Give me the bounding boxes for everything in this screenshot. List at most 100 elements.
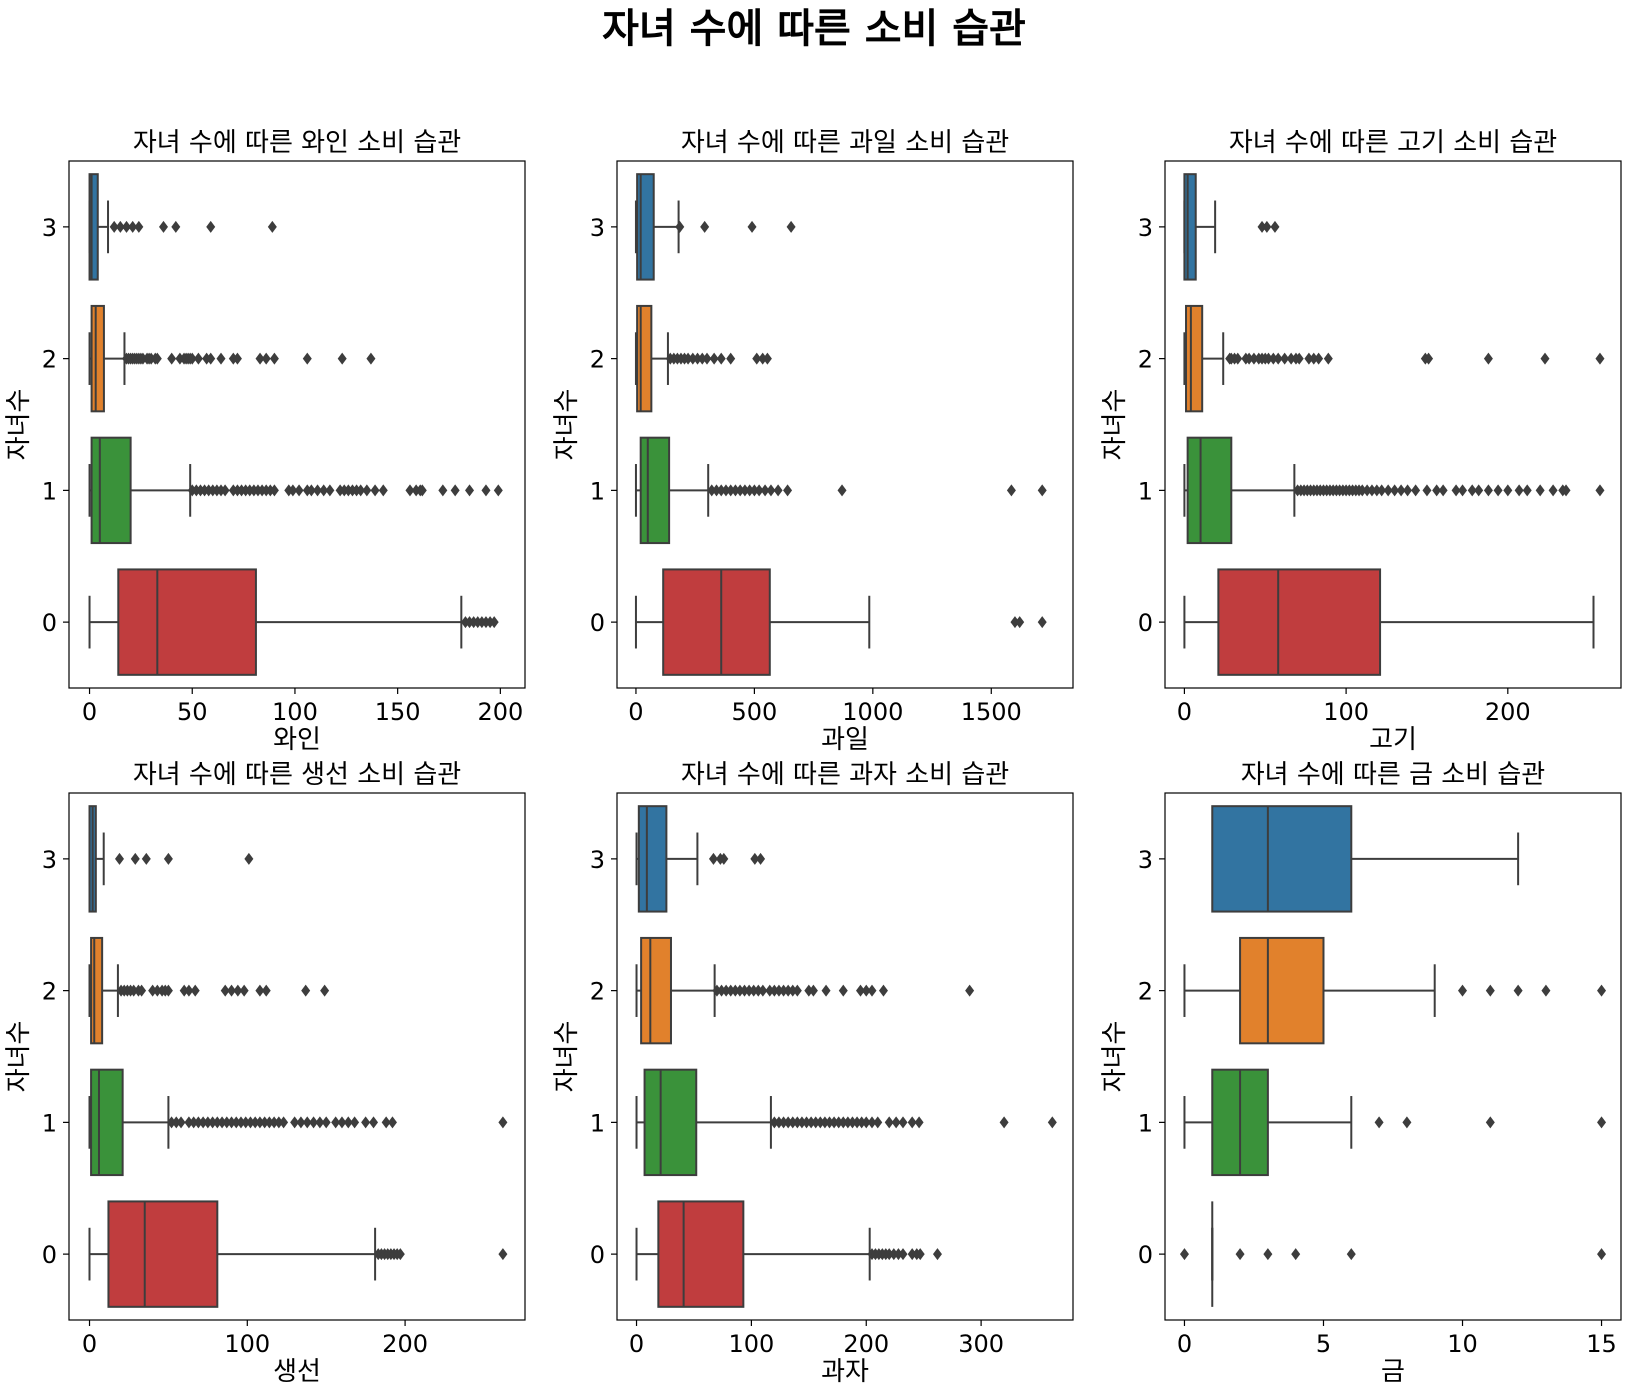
outlier-point: [1403, 484, 1413, 497]
x-tick-label: 200: [1485, 698, 1531, 726]
iqr-box: [657, 1200, 745, 1308]
box-0: [88, 1200, 508, 1308]
outlier-point: [319, 484, 329, 497]
outlier-point: [1314, 352, 1324, 365]
outlier-point: [792, 1116, 802, 1129]
y-tick-label: 3: [590, 214, 605, 242]
outlier-point: [1597, 984, 1607, 997]
y-tick-label: 0: [1138, 609, 1153, 637]
outlier-point: [294, 484, 304, 497]
iqr-box: [90, 936, 104, 1045]
outlier-point: [861, 984, 871, 997]
outlier-point: [856, 984, 866, 997]
outlier-point: [370, 484, 380, 497]
x-tick-label: 1000: [842, 698, 903, 726]
y-axis-label: 자녀수: [1100, 1021, 1130, 1093]
iqr-box: [107, 1200, 219, 1308]
box-1: [634, 436, 1047, 545]
outlier-point: [1374, 1116, 1384, 1129]
outlier-point: [189, 1116, 199, 1129]
outlier-point: [693, 352, 703, 365]
box-0: [635, 1200, 942, 1308]
outlier-point: [233, 984, 243, 997]
plot-frame: [68, 792, 526, 1321]
outlier-point: [1422, 484, 1432, 497]
outlier-point: [774, 984, 784, 997]
x-tick-label: 200: [843, 1330, 889, 1358]
x-tick-label: 0: [82, 1330, 97, 1358]
y-tick-label: 2: [42, 346, 57, 374]
outlier-point: [361, 1116, 371, 1129]
outlier-point: [907, 1248, 917, 1261]
outlier-point: [109, 220, 119, 233]
outlier-point: [1047, 1116, 1057, 1129]
outlier-point: [141, 852, 151, 865]
outlier-point: [783, 1116, 793, 1129]
box-2: [634, 304, 772, 413]
outlier-point: [1377, 484, 1387, 497]
outlier-point: [735, 484, 745, 497]
outlier-point: [837, 484, 847, 497]
outlier-point: [216, 352, 226, 365]
box-2: [1183, 936, 1607, 1045]
outlier-point: [378, 484, 388, 497]
outlier-point: [1411, 484, 1421, 497]
outlier-point: [227, 1116, 237, 1129]
outlier-point: [206, 220, 216, 233]
outlier-point: [236, 1116, 246, 1129]
outlier-point: [815, 1116, 825, 1129]
y-tick-label: 1: [1138, 1109, 1153, 1137]
outlier-point: [697, 352, 707, 365]
outlier-point: [889, 1248, 899, 1261]
outlier-point: [350, 1116, 360, 1129]
outlier-point: [914, 1116, 924, 1129]
x-axis-label: 과일: [821, 725, 869, 755]
outlier-point: [264, 1116, 274, 1129]
outlier-point: [834, 1116, 844, 1129]
outlier-point: [749, 984, 759, 997]
outlier-point: [965, 984, 975, 997]
outlier-point: [387, 1116, 397, 1129]
outlier-point: [498, 1116, 508, 1129]
outlier-point: [756, 852, 766, 865]
outlier-point: [769, 1116, 779, 1129]
outlier-point: [898, 1248, 908, 1261]
outlier-point: [891, 1116, 901, 1129]
box-0: [634, 568, 1047, 676]
outlier-point: [753, 984, 763, 997]
outlier-point: [1561, 484, 1571, 497]
x-tick-label: 0: [629, 1330, 644, 1358]
outlier-point: [1346, 1248, 1356, 1261]
iqr-box: [639, 436, 671, 545]
box-3: [88, 805, 254, 913]
outlier-point: [1485, 1116, 1495, 1129]
y-tick-label: 0: [42, 1241, 57, 1269]
outlier-point: [754, 484, 764, 497]
y-tick-label: 1: [1138, 477, 1153, 505]
outlier-point: [708, 852, 718, 865]
y-tick-label: 2: [1138, 978, 1153, 1006]
outlier-point: [331, 1116, 341, 1129]
plot-frame: [1164, 160, 1622, 689]
outlier-point: [1294, 352, 1304, 365]
outlier-point: [884, 1248, 894, 1261]
outlier-point: [1522, 484, 1532, 497]
outlier-point: [788, 1116, 798, 1129]
box-1: [88, 436, 503, 545]
outlier-point: [244, 852, 254, 865]
outlier-point: [707, 484, 717, 497]
outlier-point: [267, 220, 277, 233]
outlier-point: [675, 220, 685, 233]
outlier-point: [1323, 352, 1333, 365]
box-2: [635, 936, 975, 1045]
outlier-point: [1485, 984, 1495, 997]
outlier-point: [740, 484, 750, 497]
y-tick-label: 2: [42, 978, 57, 1006]
outlier-point: [239, 984, 249, 997]
outlier-point: [700, 220, 710, 233]
outlier-point: [1372, 484, 1382, 497]
y-tick-label: 1: [42, 477, 57, 505]
outlier-point: [450, 484, 460, 497]
outlier-point: [1304, 352, 1314, 365]
outlier-point: [804, 984, 814, 997]
